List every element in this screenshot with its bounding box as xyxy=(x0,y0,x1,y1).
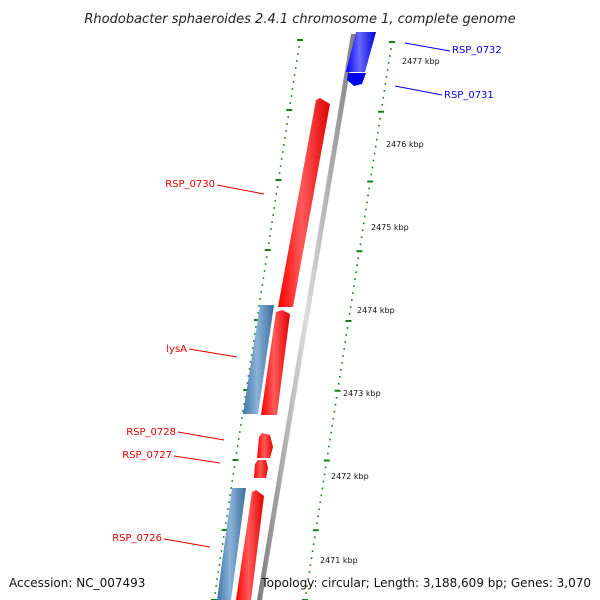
tick-label-2471: 2471 kbp xyxy=(320,556,358,565)
gene-rsp-0727-feature[interactable] xyxy=(254,460,268,478)
gene-rsp-0726-neighbor-feature[interactable] xyxy=(217,488,246,600)
gene-label-rsp-0728[interactable]: RSP_0728 xyxy=(126,427,225,441)
gene-lysa-feature[interactable] xyxy=(261,310,290,415)
chromosome-backbone xyxy=(257,34,356,600)
gene-rsp-0726-feature[interactable] xyxy=(236,490,264,600)
svg-text:RSP_0727: RSP_0727 xyxy=(122,450,172,461)
svg-text:lysA: lysA xyxy=(166,344,187,355)
svg-text:RSP_0731: RSP_0731 xyxy=(444,90,494,101)
gene-label-rsp-0727[interactable]: RSP_0727 xyxy=(122,450,221,464)
gene-rsp-0732-feature[interactable] xyxy=(346,32,376,86)
outer-tick-track xyxy=(302,41,395,600)
gene-rsp-0728-feature[interactable] xyxy=(257,433,273,458)
topology-text: Topology: circular; Length: 3,188,609 bp… xyxy=(260,576,591,590)
svg-text:RSP_0726: RSP_0726 xyxy=(112,533,162,544)
tick-label-2474: 2474 kbp xyxy=(357,306,395,315)
inner-tick-track xyxy=(211,39,303,600)
gene-label-rsp-0726[interactable]: RSP_0726 xyxy=(112,533,211,548)
svg-text:RSP_0728: RSP_0728 xyxy=(126,427,176,438)
svg-text:RSP_0730: RSP_0730 xyxy=(165,179,215,190)
gene-label-rsp-0732[interactable]: RSP_0732 xyxy=(404,42,502,56)
svg-text:RSP_0732: RSP_0732 xyxy=(452,45,502,56)
tick-label-2475: 2475 kbp xyxy=(371,223,409,232)
tick-label-2477: 2477 kbp xyxy=(402,57,440,66)
gene-label-lysa[interactable]: lysA xyxy=(166,344,238,358)
tick-labels: 2477 kbp 2476 kbp 2475 kbp 2474 kbp 2473… xyxy=(320,57,440,565)
gene-rsp-0730-feature[interactable] xyxy=(278,98,330,307)
tick-label-2472: 2472 kbp xyxy=(331,472,369,481)
gene-lysa-neighbor-feature[interactable] xyxy=(243,305,274,414)
map-title: Rhodobacter sphaeroides 2.4.1 chromosome… xyxy=(84,12,515,27)
accession-text: Accession: NC_007493 xyxy=(9,576,145,590)
tick-label-2476: 2476 kbp xyxy=(386,140,424,149)
gene-label-rsp-0731[interactable]: RSP_0731 xyxy=(394,85,494,101)
tick-label-2473: 2473 kbp xyxy=(343,389,381,398)
gene-label-rsp-0730[interactable]: RSP_0730 xyxy=(165,179,265,195)
